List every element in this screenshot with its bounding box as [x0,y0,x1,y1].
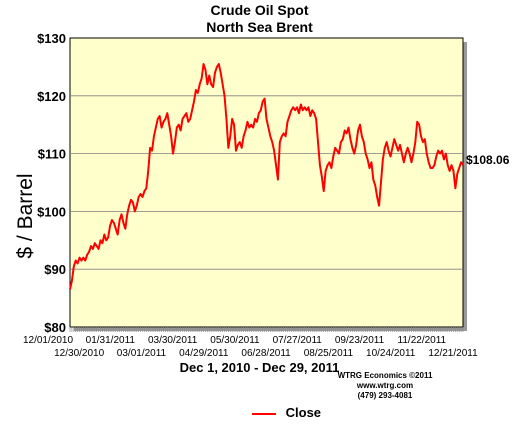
chart-title: Crude Oil Spot [210,2,309,18]
x-tick-label: 12/01/2010 [23,335,73,346]
y-tick-label: $110 [38,147,66,162]
x-tick-label: 12/30/2010 [54,348,104,359]
x-tick-label: 12/21/2011 [428,348,478,359]
x-tick-label: 07/27/2011 [273,335,323,346]
x-tick-label: 01/31/2011 [86,335,136,346]
credit-line-2: www.wtrg.com [356,381,414,390]
y-tick-label: $120 [37,89,66,104]
plot-area [69,37,464,328]
x-tick-label: 03/01/2011 [117,348,167,359]
credit-line-3: (479) 293-4081 [357,391,413,400]
series-line-close [69,63,464,290]
x-tick-label: 03/30/2011 [148,335,198,346]
y-axis-label: $ / Barrel [14,173,37,259]
legend-line-swatch [252,412,276,415]
y-tick-label: $100 [37,204,66,219]
y-tick-label: $130 [37,31,66,46]
legend-label-close: Close [285,405,322,420]
y-tick-label: $90 [44,262,66,277]
chart-subtitle: North Sea Brent [206,19,313,35]
x-tick-label: 04/29/2011 [179,348,229,359]
credit-line-1: WTRG Economics ©2011 [337,371,433,380]
x-tick-label: 06/28/2011 [241,348,291,359]
x-tick-label: 11/22/2011 [398,335,447,346]
x-tick-label: 08/25/2011 [304,348,354,359]
y-tick-label: $80 [44,320,66,335]
last-value-label: $108.06 [466,153,510,167]
x-tick-label: 05/30/2011 [210,335,260,346]
legend: Close [252,405,321,420]
x-tick-label: 09/23/2011 [335,335,385,346]
x-tick-label: 10/24/2011 [366,348,416,359]
x-axis-label: Dec 1, 2010 - Dec 29, 2011 [179,360,340,375]
